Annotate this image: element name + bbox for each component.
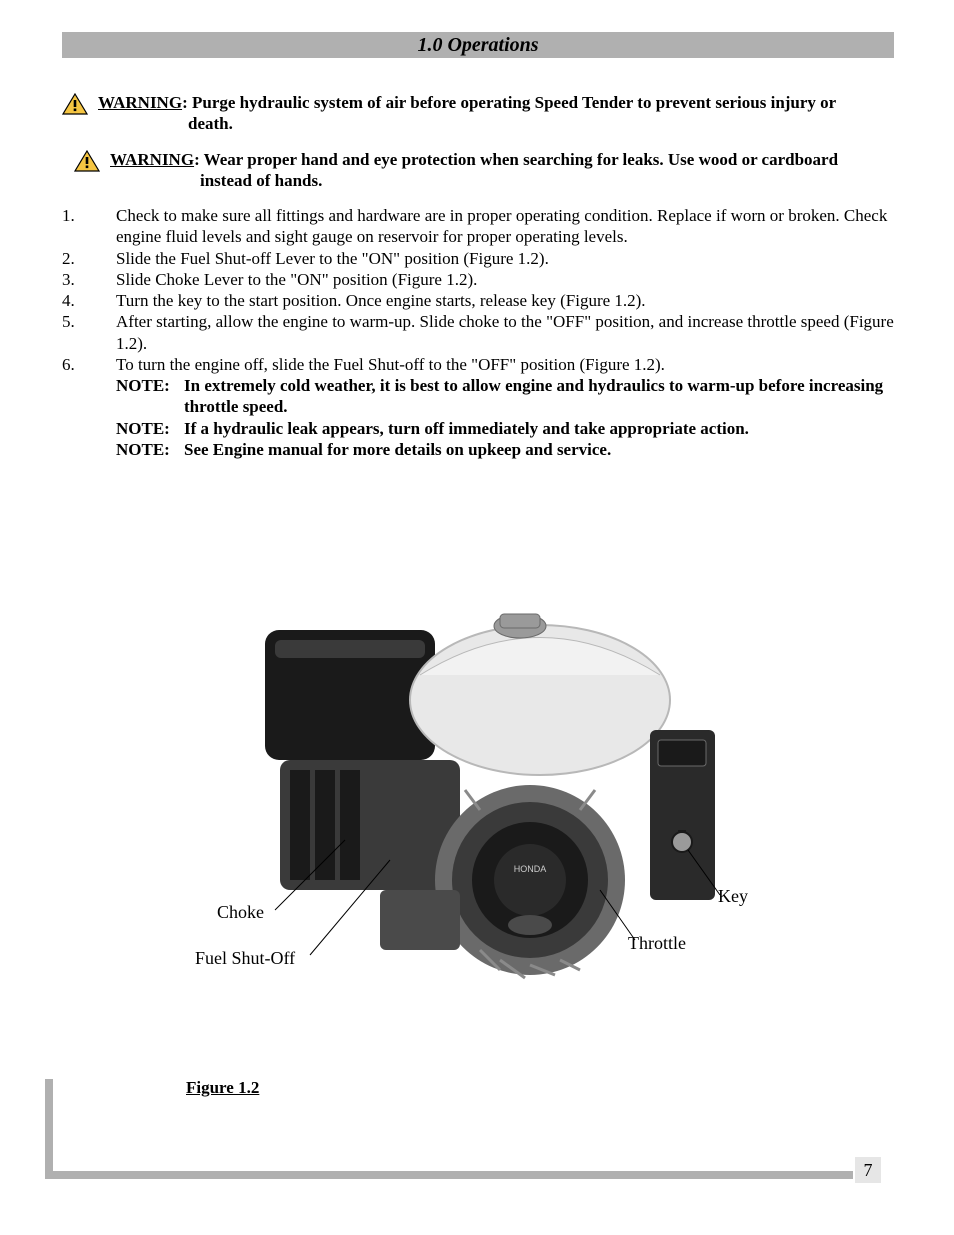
note-item: NOTE: If a hydraulic leak appears, turn … bbox=[116, 418, 894, 439]
figure-area: HONDA Choke Fuel Shut-Off Throttle Key bbox=[180, 590, 780, 1020]
step-number: 6. bbox=[62, 354, 116, 375]
step-number: 2. bbox=[62, 248, 116, 269]
note-item: NOTE: In extremely cold weather, it is b… bbox=[116, 375, 894, 418]
step-item: 3. Slide Choke Lever to the "ON" positio… bbox=[62, 269, 894, 290]
section-header-bar: 1.0 Operations bbox=[62, 32, 894, 58]
step-text: To turn the engine off, slide the Fuel S… bbox=[116, 354, 894, 375]
warning-icon bbox=[62, 93, 88, 115]
step-text: Slide the Fuel Shut-off Lever to the "ON… bbox=[116, 248, 894, 269]
callout-throttle: Throttle bbox=[628, 933, 686, 954]
content-area: WARNING: Purge hydraulic system of air b… bbox=[62, 92, 894, 460]
step-number: 4. bbox=[62, 290, 116, 311]
step-item: 2. Slide the Fuel Shut-off Lever to the … bbox=[62, 248, 894, 269]
footer-side-bar bbox=[45, 1079, 53, 1179]
step-text: After starting, allow the engine to warm… bbox=[116, 311, 894, 354]
figure-caption: Figure 1.2 bbox=[186, 1078, 259, 1098]
note-text: If a hydraulic leak appears, turn off im… bbox=[184, 418, 894, 439]
note-item: NOTE: See Engine manual for more details… bbox=[116, 439, 894, 460]
note-label: NOTE: bbox=[116, 418, 184, 439]
step-number: 5. bbox=[62, 311, 116, 354]
callout-fuel-shutoff: Fuel Shut-Off bbox=[195, 948, 295, 969]
warning-text-1: WARNING: Purge hydraulic system of air b… bbox=[98, 92, 836, 135]
note-text: See Engine manual for more details on up… bbox=[184, 439, 894, 460]
step-item: 5. After starting, allow the engine to w… bbox=[62, 311, 894, 354]
footer-bar bbox=[45, 1171, 853, 1179]
warning-body-line1: Wear proper hand and eye protection when… bbox=[204, 150, 838, 169]
step-item: 6. To turn the engine off, slide the Fue… bbox=[62, 354, 894, 375]
warning-body-line2: instead of hands. bbox=[200, 170, 838, 191]
warning-text-2: WARNING: Wear proper hand and eye protec… bbox=[110, 149, 838, 192]
section-title: 1.0 Operations bbox=[417, 34, 538, 57]
step-number: 3. bbox=[62, 269, 116, 290]
callout-key: Key bbox=[718, 886, 748, 907]
page-number: 7 bbox=[855, 1157, 881, 1183]
warning-icon bbox=[74, 150, 100, 172]
warning-label: WARNING bbox=[98, 93, 182, 112]
warning-block-2: WARNING: Wear proper hand and eye protec… bbox=[74, 149, 894, 192]
step-text: Turn the key to the start position. Once… bbox=[116, 290, 894, 311]
step-item: 1. Check to make sure all fittings and h… bbox=[62, 205, 894, 248]
step-text: Check to make sure all fittings and hard… bbox=[116, 205, 894, 248]
note-text: In extremely cold weather, it is best to… bbox=[184, 375, 894, 418]
steps-list: 1. Check to make sure all fittings and h… bbox=[62, 205, 894, 460]
step-text: Slide Choke Lever to the "ON" position (… bbox=[116, 269, 894, 290]
svg-text:HONDA: HONDA bbox=[514, 864, 547, 874]
warning-body-line1: Purge hydraulic system of air before ope… bbox=[192, 93, 836, 112]
warning-body-line2: death. bbox=[188, 113, 836, 134]
note-label: NOTE: bbox=[116, 375, 184, 418]
step-number: 1. bbox=[62, 205, 116, 248]
note-label: NOTE: bbox=[116, 439, 184, 460]
warning-label: WARNING bbox=[110, 150, 194, 169]
warning-block-1: WARNING: Purge hydraulic system of air b… bbox=[62, 92, 894, 135]
step-item: 4. Turn the key to the start position. O… bbox=[62, 290, 894, 311]
callout-choke: Choke bbox=[217, 902, 264, 923]
